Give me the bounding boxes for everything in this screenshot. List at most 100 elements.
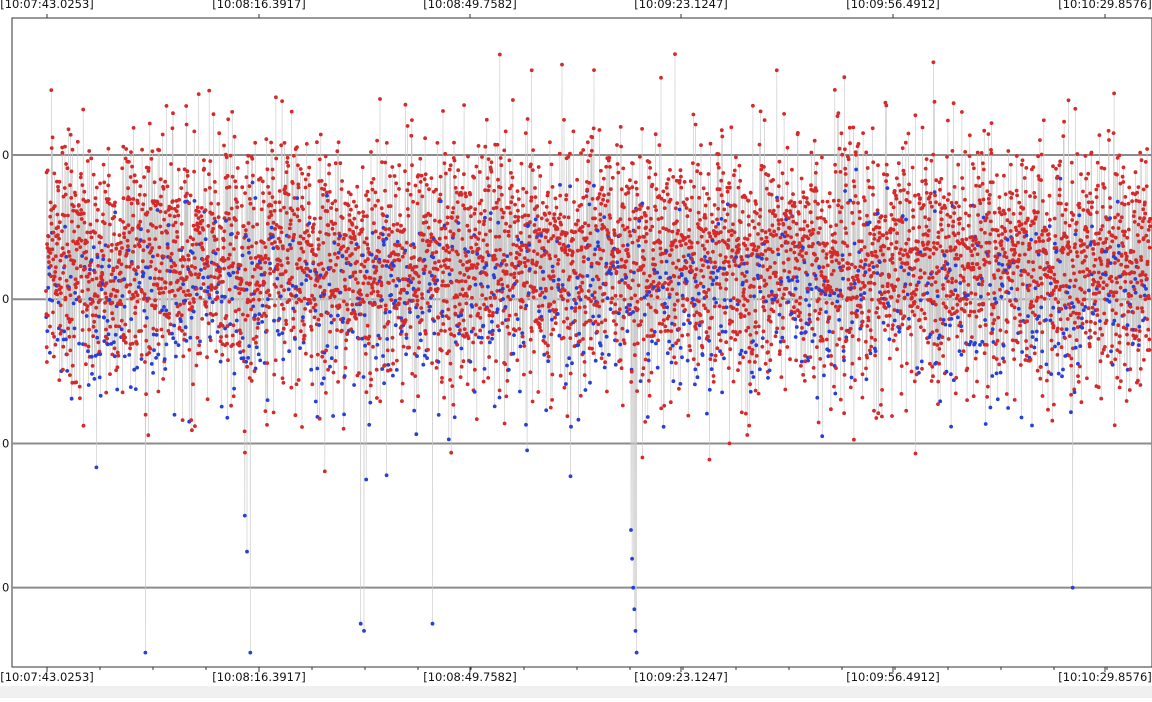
data-point: [458, 271, 462, 275]
data-point: [198, 231, 202, 235]
data-point: [260, 208, 264, 212]
data-point: [374, 265, 378, 269]
data-point: [843, 189, 847, 193]
data-point: [351, 289, 355, 293]
data-point: [643, 420, 647, 424]
data-point: [612, 228, 616, 232]
data-point: [392, 223, 396, 227]
data-point: [309, 368, 313, 372]
data-point: [751, 339, 755, 343]
data-point: [417, 274, 421, 278]
data-point: [865, 377, 869, 381]
data-point: [949, 249, 953, 253]
data-point: [585, 188, 589, 192]
data-point: [507, 332, 511, 336]
data-point: [717, 332, 721, 336]
data-point: [922, 203, 926, 207]
data-point: [701, 244, 705, 248]
data-point: [710, 213, 714, 217]
data-point: [363, 313, 367, 317]
data-point: [569, 372, 573, 376]
data-point: [330, 304, 334, 308]
data-point: [644, 214, 648, 218]
data-point: [837, 261, 841, 265]
data-point: [447, 438, 451, 442]
data-point: [727, 264, 731, 268]
data-point: [122, 232, 126, 236]
data-point: [826, 264, 830, 268]
data-point: [108, 325, 112, 329]
data-point: [544, 289, 548, 293]
data-point: [777, 227, 781, 231]
data-point: [930, 159, 934, 163]
data-point: [131, 227, 135, 231]
data-point: [599, 344, 603, 348]
data-point: [901, 220, 905, 224]
data-point: [471, 341, 475, 345]
data-point: [328, 283, 332, 287]
data-point: [102, 181, 106, 185]
data-point: [713, 261, 717, 265]
data-point: [209, 338, 213, 342]
data-point: [335, 149, 339, 153]
data-point: [105, 281, 109, 285]
data-point: [697, 292, 701, 296]
data-point: [299, 299, 303, 303]
data-point: [515, 358, 519, 362]
data-point: [386, 349, 390, 353]
data-point: [86, 199, 90, 203]
data-point: [350, 252, 354, 256]
data-point: [888, 314, 892, 318]
data-point: [155, 333, 159, 337]
data-point: [586, 257, 590, 261]
data-point: [696, 163, 700, 167]
data-point: [693, 303, 697, 307]
data-point: [466, 224, 470, 228]
data-point: [761, 305, 765, 309]
data-point: [794, 287, 798, 291]
data-point: [95, 466, 99, 470]
data-point: [907, 272, 911, 276]
data-point: [530, 68, 534, 72]
data-point: [378, 260, 382, 264]
data-point: [485, 263, 489, 267]
data-point: [140, 208, 144, 212]
data-point: [486, 376, 490, 380]
data-point: [188, 336, 192, 340]
data-point: [204, 188, 208, 192]
data-point: [572, 130, 576, 134]
data-point: [547, 239, 551, 243]
data-point: [489, 296, 493, 300]
data-point: [107, 174, 111, 178]
data-point: [430, 176, 434, 180]
data-point: [427, 226, 431, 230]
data-point: [315, 367, 319, 371]
data-point: [609, 272, 613, 276]
data-point: [554, 321, 558, 325]
data-point: [64, 255, 68, 259]
data-point: [610, 297, 614, 301]
data-point: [329, 259, 333, 263]
data-point: [439, 193, 443, 197]
data-point: [462, 359, 466, 363]
data-point: [658, 143, 662, 147]
data-point: [554, 197, 558, 201]
data-point: [875, 271, 879, 275]
data-point: [395, 284, 399, 288]
data-point: [304, 178, 308, 182]
data-point: [584, 388, 588, 392]
data-point: [673, 239, 677, 243]
data-point: [733, 230, 737, 234]
data-point: [232, 247, 236, 251]
data-point: [510, 184, 514, 188]
data-point: [582, 351, 586, 355]
data-point: [634, 180, 638, 184]
data-point: [235, 205, 239, 209]
data-point: [558, 183, 562, 187]
data-point: [272, 319, 276, 323]
data-point: [599, 202, 603, 206]
data-point: [488, 309, 492, 313]
data-point: [622, 316, 626, 320]
data-point: [680, 334, 684, 338]
data-point: [876, 306, 880, 310]
